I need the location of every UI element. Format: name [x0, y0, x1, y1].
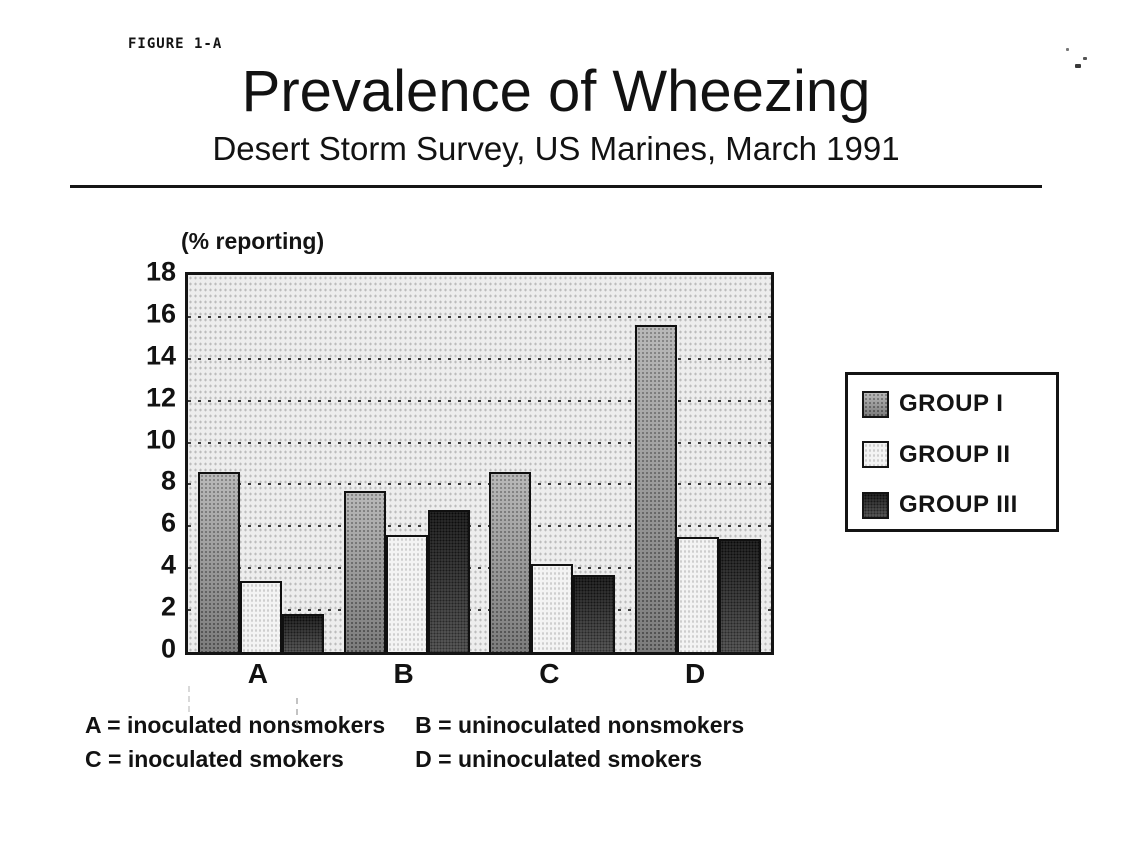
y-tick-18: 18 — [145, 256, 176, 287]
x-label-A: A — [247, 658, 268, 689]
y-axis-unit-label: (% reporting) — [181, 228, 325, 254]
y-tick-2: 2 — [160, 591, 176, 622]
title-divider-line — [70, 185, 1042, 188]
bar-B-group-ii — [385, 534, 428, 652]
legend-item-group-ii: GROUP II — [862, 441, 1044, 469]
gridline-6 — [188, 525, 771, 528]
bar-C-group-ii — [531, 564, 574, 652]
x-label-D: D — [685, 658, 706, 689]
gridline-12 — [188, 399, 771, 402]
plot-area — [185, 272, 774, 655]
footnote-c: C = inoculated smokers — [85, 746, 344, 772]
bar-D-group-iii — [719, 538, 762, 652]
bar-A-group-iii — [281, 614, 324, 652]
y-tick-12: 12 — [145, 382, 176, 413]
y-tick-16: 16 — [145, 298, 176, 329]
y-tick-8: 8 — [160, 465, 176, 496]
legend-swatch-icon — [862, 491, 889, 519]
gridline-16 — [188, 315, 771, 318]
scan-artifact-speck — [1075, 64, 1081, 68]
legend-box: GROUP I GROUP II GROUP III — [845, 372, 1059, 532]
bar-C-group-i — [489, 471, 532, 652]
legend-item-group-iii: GROUP III — [862, 491, 1044, 519]
gridline-4 — [188, 567, 771, 570]
gridline-10 — [188, 441, 771, 444]
bar-B-group-i — [343, 490, 386, 652]
footnote-a: A = inoculated nonsmokers — [85, 712, 386, 738]
chart-title: Prevalence of Wheezing — [241, 59, 871, 124]
footnote-key: A = inoculated nonsmokers B = uninoculat… — [85, 712, 744, 773]
gridline-14 — [188, 357, 771, 360]
legend-label: GROUP II — [899, 440, 1011, 468]
bar-C-group-iii — [573, 574, 616, 652]
bar-B-group-iii — [427, 509, 470, 652]
footnote-b: B = uninoculated nonsmokers — [415, 712, 745, 738]
y-tick-0: 0 — [160, 633, 176, 664]
scan-artifact-speck — [1066, 48, 1069, 51]
footnote-d: D = uninoculated smokers — [415, 746, 703, 772]
bar-D-group-i — [635, 325, 678, 652]
x-label-C: C — [539, 658, 560, 689]
scan-artifact-speck — [1083, 57, 1087, 60]
scan-artifact-line — [188, 686, 190, 712]
chart-subtitle: Desert Storm Survey, US Marines, March 1… — [212, 130, 900, 167]
figure-label: FIGURE 1-A — [128, 36, 223, 52]
scan-artifact-line — [296, 698, 298, 726]
y-tick-10: 10 — [145, 424, 176, 455]
legend-swatch-icon — [862, 390, 889, 418]
gridline-2 — [188, 609, 771, 612]
legend-label: GROUP I — [899, 390, 1004, 417]
bar-A-group-i — [197, 471, 240, 652]
x-label-B: B — [393, 658, 414, 689]
bar-A-group-ii — [239, 580, 282, 652]
bar-D-group-ii — [677, 536, 720, 652]
y-tick-14: 14 — [145, 340, 176, 371]
y-tick-6: 6 — [160, 507, 176, 538]
y-tick-4: 4 — [160, 549, 176, 580]
legend-label: GROUP III — [899, 491, 1018, 518]
legend-item-group-i: GROUP I — [862, 390, 1044, 418]
legend-swatch-icon — [862, 441, 889, 468]
gridline-8 — [188, 483, 771, 486]
